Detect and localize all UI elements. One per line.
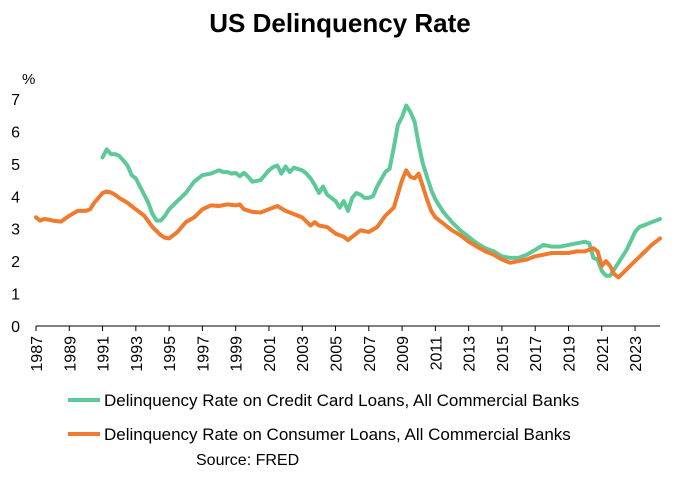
y-tick-label: 2	[11, 254, 20, 271]
x-tick-label: 2023	[628, 336, 645, 372]
legend-label-credit-card: Delinquency Rate on Credit Card Loans, A…	[104, 391, 579, 410]
x-tick-label: 1997	[195, 336, 212, 372]
y-tick-label: 1	[11, 287, 20, 304]
y-tick-label: 5	[11, 157, 20, 174]
x-tick-label: 2021	[595, 336, 612, 372]
x-tick-label: 2009	[395, 336, 412, 372]
x-tick-label: 2017	[528, 336, 545, 372]
y-axis-unit-label: %	[22, 71, 35, 88]
series-line-credit-card	[100, 103, 662, 278]
y-tick-label: 7	[11, 92, 20, 109]
legend: Delinquency Rate on Credit Card Loans, A…	[68, 391, 579, 444]
x-tick-label: 1995	[162, 336, 179, 372]
x-tick-label: 1987	[29, 336, 46, 372]
y-tick-label: 3	[11, 222, 20, 239]
y-tick-label: 6	[11, 124, 20, 141]
chart-title: US Delinquency Rate	[209, 8, 471, 38]
y-tick-label: 4	[11, 189, 20, 206]
x-tick-label: 2019	[561, 336, 578, 372]
x-tick-label: 2001	[262, 336, 279, 372]
legend-label-consumer: Delinquency Rate on Consumer Loans, All …	[104, 425, 571, 444]
series-line-consumer	[34, 168, 662, 280]
x-tick-label: 1993	[129, 336, 146, 372]
x-tick-label: 1991	[96, 336, 113, 372]
x-tick-label: 1999	[229, 336, 246, 372]
x-tick-label: 1989	[62, 336, 79, 372]
x-tick-label: 2013	[462, 336, 479, 372]
x-tick-label: 2003	[295, 336, 312, 372]
source-note: Source: FRED	[196, 452, 300, 469]
x-tick-label: 2015	[495, 336, 512, 372]
y-tick-label: 0	[11, 319, 20, 336]
x-tick-label: 2005	[329, 336, 346, 372]
x-tick-label: 2011	[428, 336, 445, 371]
x-tick-label: 2007	[362, 336, 379, 372]
